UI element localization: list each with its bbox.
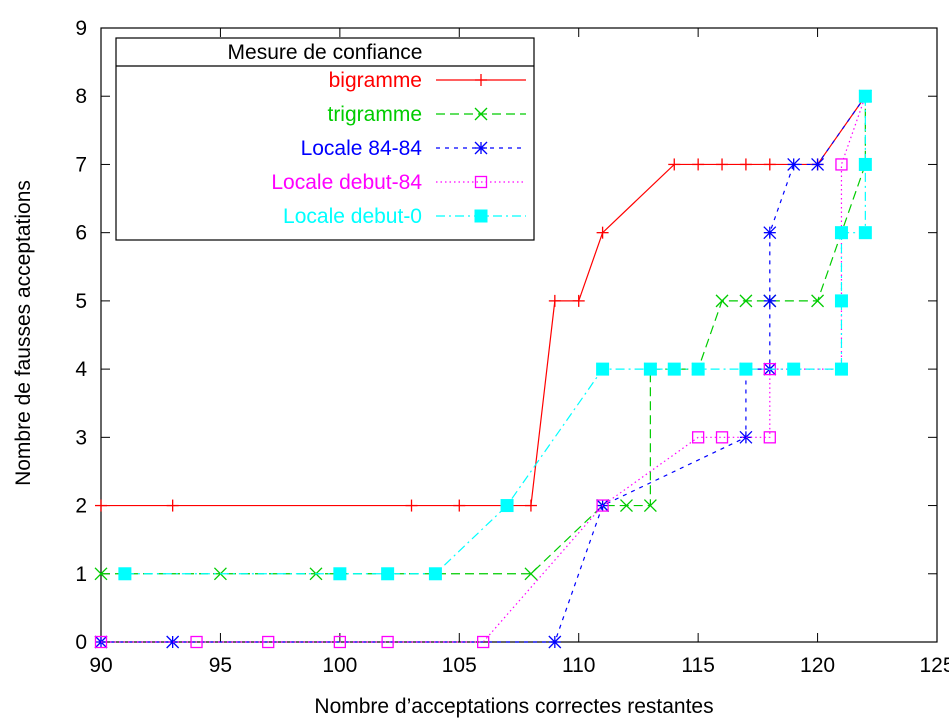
data-point: [739, 362, 753, 376]
legend-label: Locale debut-0: [283, 205, 422, 228]
y-tick-label: 9: [75, 17, 87, 40]
x-tick-label: 115: [681, 654, 714, 677]
data-point: [333, 567, 347, 581]
x-tick-label: 100: [322, 654, 357, 677]
legend-marker: [474, 107, 488, 121]
data-point: [643, 499, 657, 513]
series-line: [101, 96, 866, 643]
data-point: [94, 567, 108, 581]
data-point: [715, 294, 729, 308]
ticks-group: 90 95 100 105 110 115 120 125 0 1 2 3 4 5 6 7 8 9: [75, 17, 949, 677]
data-point: [715, 431, 729, 444]
data-point: [333, 635, 347, 649]
legend-label: trigramme: [327, 103, 422, 126]
data-point: [834, 362, 848, 376]
data-point: [763, 158, 776, 171]
legend-box: [115, 37, 535, 241]
data-point: [716, 158, 729, 171]
data-point: [691, 431, 705, 444]
data-point: [787, 362, 801, 376]
data-point: [739, 158, 752, 171]
data-point: [190, 635, 203, 649]
data-point: [739, 430, 753, 444]
x-tick-label: 90: [89, 654, 112, 677]
legend-title: Mesure de confiance: [228, 41, 423, 64]
data-point: [692, 158, 705, 171]
data-point: [477, 635, 490, 649]
y-tick-label: 8: [75, 85, 87, 108]
y-tick-label: 1: [75, 563, 87, 586]
data-point: [763, 294, 777, 308]
series-group: [94, 89, 872, 649]
legend-label: Locale 84-84: [301, 137, 423, 160]
data-point: [166, 499, 179, 512]
y-axis-label: Nombre de fausses acceptations: [12, 180, 35, 486]
x-tick-label: 95: [209, 654, 232, 677]
data-point: [596, 226, 609, 239]
data-point: [668, 158, 681, 171]
y-tick-label: 2: [75, 495, 87, 518]
data-point: [381, 635, 394, 649]
x-tick-label: 105: [442, 654, 477, 677]
y-tick-label: 7: [75, 153, 87, 176]
data-point: [94, 635, 108, 649]
legend-label: bigramme: [329, 69, 422, 92]
data-point: [811, 157, 825, 171]
data-point: [118, 567, 132, 581]
legend-marker: [474, 209, 488, 223]
x-tick-label: 110: [562, 654, 595, 677]
data-point: [691, 362, 705, 376]
legend-marker: [474, 141, 488, 155]
data-point: [739, 294, 753, 308]
data-point: [858, 157, 872, 171]
legend-marker: [475, 74, 487, 86]
data-point: [572, 294, 585, 307]
x-tick-label: 120: [800, 654, 835, 677]
y-tick-label: 5: [75, 290, 87, 313]
data-point: [667, 362, 681, 376]
data-point: [858, 89, 872, 103]
y-tick-label: 3: [75, 426, 87, 449]
y-tick-label: 6: [75, 222, 87, 245]
data-point: [548, 635, 562, 649]
data-point: [763, 431, 776, 444]
data-point: [596, 362, 610, 376]
data-point: [596, 499, 609, 512]
data-point: [835, 158, 848, 171]
y-tick-label: 4: [75, 358, 87, 381]
data-point: [858, 226, 872, 240]
series-line: [101, 95, 866, 643]
data-point: [166, 635, 180, 649]
y-tick-label: 0: [75, 631, 87, 654]
data-point: [428, 567, 442, 581]
data-point: [811, 294, 825, 308]
data-point: [548, 294, 561, 307]
x-axis-label: Nombre d’acceptations correctes restante…: [314, 695, 713, 718]
legend-label: Locale debut-84: [271, 171, 422, 194]
legend-marker: [474, 175, 488, 189]
data-point: [405, 499, 418, 512]
data-point: [524, 567, 538, 581]
data-point: [500, 499, 514, 513]
data-point: [453, 499, 466, 512]
legend-group: Mesure de confiance bigramme trigramme Loca…: [115, 37, 535, 241]
x-tick-label: 125: [919, 654, 949, 677]
data-point: [834, 226, 848, 240]
data-point: [262, 635, 275, 649]
series-4: [118, 89, 872, 581]
data-point: [524, 499, 537, 512]
data-point: [787, 157, 801, 171]
data-point: [95, 499, 107, 512]
data-point: [381, 567, 395, 581]
data-point: [643, 362, 657, 376]
data-point: [763, 226, 777, 240]
data-point: [834, 294, 848, 308]
data-point: [620, 499, 633, 513]
